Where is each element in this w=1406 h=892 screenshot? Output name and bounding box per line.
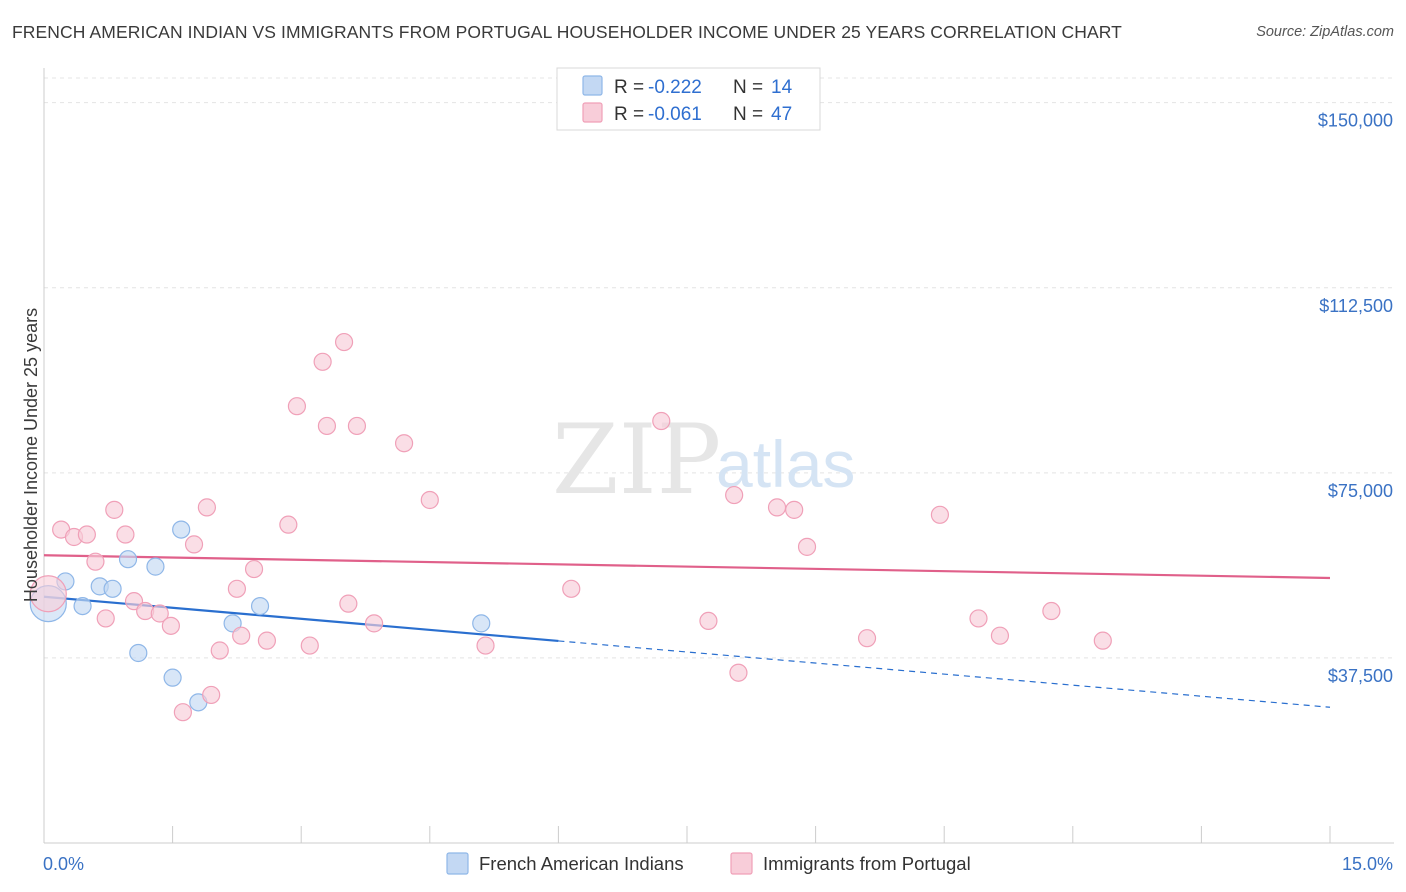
point-immigrants-from-portugal-28: [347, 416, 367, 436]
point-immigrants-from-portugal-13: [184, 535, 204, 554]
point-french-american-indians-9: [172, 520, 191, 539]
point-immigrants-from-portugal-46: [1093, 631, 1112, 650]
point-immigrants-from-portugal-40: [797, 537, 817, 556]
point-immigrants-from-portugal-31: [420, 490, 439, 510]
series-legend-label-1: French American Indians: [479, 853, 684, 874]
point-immigrants-from-portugal-37: [729, 663, 748, 682]
point-immigrants-from-portugal-38: [767, 498, 787, 517]
correlation-legend: R = -0.222 N = 14 R = -0.061 N = 47: [556, 67, 821, 131]
point-french-american-indians-11: [223, 614, 242, 633]
point-french-american-indians-2: [73, 596, 92, 616]
point-immigrants-from-portugal-15: [202, 685, 221, 705]
chart-title: FRENCH AMERICAN INDIAN VS IMMIGRANTS FRO…: [12, 22, 1122, 42]
point-immigrants-from-portugal-34: [652, 411, 671, 431]
point-immigrants-from-portugal-30: [394, 434, 414, 453]
point-immigrants-from-portugal-14: [197, 498, 216, 517]
point-immigrants-from-portugal-22: [287, 397, 307, 416]
trend-line-extension-french-american-indians: [558, 640, 1331, 708]
series-legend-swatch-1: [446, 852, 469, 875]
point-immigrants-from-portugal-7: [116, 525, 135, 544]
legend-swatch-immigrants-from-portugal: [582, 102, 603, 123]
point-immigrants-from-portugal-45: [1042, 601, 1061, 621]
point-immigrants-from-portugal-44: [990, 626, 1010, 645]
point-french-american-indians-6: [129, 643, 148, 663]
point-immigrants-from-portugal-3: [77, 525, 96, 544]
legend-r-label-2: R =: [614, 104, 644, 125]
point-immigrants-from-portugal-17: [227, 579, 246, 598]
point-immigrants-from-portugal-4: [86, 552, 105, 571]
y-tick-label-0: $37,500: [1328, 666, 1393, 686]
series-legend: French American Indians Immigrants from …: [446, 852, 971, 875]
point-immigrants-from-portugal-23: [300, 636, 319, 655]
legend-r-value-1: -0.222: [648, 77, 702, 98]
point-immigrants-from-portugal-21: [279, 515, 298, 534]
y-tick-label-2: $112,500: [1319, 296, 1393, 316]
axes: [43, 68, 1394, 844]
point-french-american-indians-8: [163, 668, 182, 687]
point-immigrants-from-portugal-29: [364, 614, 384, 633]
point-immigrants-from-portugal-25: [317, 416, 337, 436]
point-french-american-indians-7: [146, 557, 165, 576]
legend-n-value-2: 47: [771, 104, 792, 125]
watermark-zip: ZIP: [552, 404, 721, 516]
legend-swatch-french-american-indians: [582, 75, 603, 96]
watermark: ZIP atlas: [552, 404, 855, 516]
legend-n-label-1: N =: [733, 77, 763, 98]
data-points: [29, 332, 1112, 722]
y-tick-label-3: $150,000: [1318, 111, 1393, 131]
trend-line-immigrants-from-portugal: [43, 554, 1331, 580]
point-immigrants-from-portugal-26: [334, 332, 354, 352]
x-tick-label-0: 0.0%: [43, 854, 84, 874]
point-immigrants-from-portugal-19: [244, 559, 264, 579]
x-tick-labels: 0.0% 15.0%: [43, 854, 1393, 874]
source-label: Source: ZipAtlas.com: [1256, 24, 1394, 40]
legend-n-label-2: N =: [733, 104, 763, 125]
point-immigrants-from-portugal-18: [232, 626, 251, 645]
series-legend-label-2: Immigrants from Portugal: [763, 853, 971, 874]
legend-r-value-2: -0.061: [648, 104, 702, 125]
legend-r-label-1: R =: [614, 77, 644, 98]
point-immigrants-from-portugal-10: [150, 604, 169, 623]
point-french-american-indians-5: [118, 550, 138, 569]
point-immigrants-from-portugal-11: [161, 616, 180, 635]
y-tick-label-1: $75,000: [1328, 481, 1393, 501]
point-french-american-indians-4: [103, 579, 122, 598]
point-immigrants-from-portugal-35: [699, 611, 718, 631]
point-immigrants-from-portugal-16: [210, 641, 229, 660]
point-immigrants-from-portugal-39: [785, 500, 804, 519]
point-immigrants-from-portugal-36: [725, 485, 744, 505]
point-immigrants-from-portugal-5: [96, 609, 115, 628]
x-tick-label-1: 15.0%: [1342, 854, 1393, 874]
point-french-american-indians-13: [472, 614, 491, 633]
point-immigrants-from-portugal-20: [257, 631, 277, 650]
y-tick-labels: $37,500 $75,000 $112,500 $150,000: [1318, 111, 1393, 686]
point-immigrants-from-portugal-41: [857, 629, 877, 648]
point-immigrants-from-portugal-27: [339, 594, 358, 613]
point-immigrants-from-portugal-42: [930, 505, 950, 524]
point-immigrants-from-portugal-24: [313, 352, 332, 371]
point-immigrants-from-portugal-43: [969, 609, 988, 628]
series-legend-swatch-2: [730, 852, 753, 875]
point-immigrants-from-portugal-32: [476, 636, 495, 655]
point-french-american-indians-12: [250, 596, 270, 616]
point-immigrants-from-portugal-12: [173, 703, 192, 722]
y-axis-label: Householder Income Under 25 years: [21, 308, 41, 602]
point-immigrants-from-portugal-0: [29, 575, 67, 613]
point-immigrants-from-portugal-6: [105, 500, 124, 519]
point-immigrants-from-portugal-33: [562, 579, 581, 598]
legend-n-value-1: 14: [771, 77, 793, 98]
